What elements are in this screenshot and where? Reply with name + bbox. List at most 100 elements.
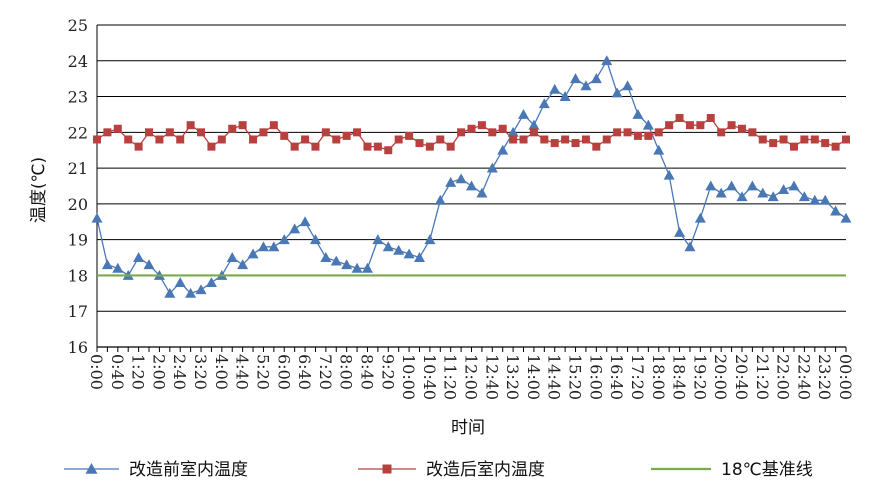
x-tick-label: 23:20 — [815, 354, 834, 400]
y-tick-label: 21 — [68, 159, 88, 178]
data-point — [519, 135, 528, 144]
data-point — [143, 259, 155, 270]
data-point — [394, 135, 403, 144]
data-point — [736, 191, 748, 202]
data-point — [226, 252, 238, 262]
data-point — [507, 126, 519, 137]
data-point — [518, 108, 530, 119]
data-point — [674, 227, 686, 237]
data-point — [405, 131, 414, 140]
x-tick-label: 18:00 — [649, 354, 668, 400]
legend-marker — [382, 464, 392, 474]
data-point — [207, 142, 216, 151]
data-point — [278, 234, 290, 245]
data-point — [602, 135, 611, 144]
data-point — [309, 234, 321, 245]
y-tick-label: 17 — [68, 302, 88, 321]
x-tick-label: 20:40 — [732, 354, 751, 400]
x-tick-label: 5:20 — [253, 354, 272, 390]
data-point — [93, 135, 101, 144]
data-point — [363, 142, 372, 151]
data-point — [737, 124, 746, 133]
x-tick-label: 0:00 — [87, 354, 106, 390]
x-tick-label: 2:40 — [170, 354, 189, 390]
data-point — [769, 139, 778, 148]
data-point — [696, 121, 705, 130]
data-point — [758, 135, 767, 144]
x-tick-label: 9:20 — [378, 354, 397, 390]
x-tick-label: 12:40 — [482, 354, 501, 400]
data-point — [403, 248, 415, 259]
legend-item: 改造前室内温度 — [64, 460, 248, 480]
y-tick-label: 25 — [68, 16, 88, 35]
y-axis-ticks: 16 17 18 19 20 21 22 23 24 25 — [68, 16, 88, 357]
x-tick-label: 16:40 — [607, 354, 626, 400]
y-tick-label: 16 — [68, 338, 88, 357]
data-point — [341, 259, 353, 270]
x-tick-label: 1:20 — [129, 354, 148, 390]
data-point — [332, 135, 341, 144]
y-axis-title: 温度(℃) — [29, 157, 49, 223]
data-point — [694, 212, 706, 223]
x-tick-label: 3:20 — [191, 354, 210, 390]
data-point — [361, 262, 373, 273]
data-point — [665, 121, 674, 130]
data-point — [195, 284, 207, 295]
x-axis-title: 时间 — [451, 418, 485, 438]
data-point — [247, 248, 259, 259]
x-tick-label: 8:00 — [337, 354, 356, 390]
data-point — [840, 212, 852, 223]
data-point — [174, 277, 186, 287]
x-tick-label: 16:00 — [586, 354, 605, 400]
x-tick-label: 15:20 — [566, 354, 585, 400]
data-point — [446, 142, 455, 151]
data-point — [540, 135, 549, 144]
y-tick-label: 23 — [68, 88, 88, 107]
x-tick-label: 18:40 — [670, 354, 689, 400]
data-point — [321, 128, 330, 137]
data-point — [455, 173, 467, 184]
data-point — [124, 135, 133, 144]
y-tick-label: 22 — [68, 123, 88, 142]
x-tick-label: 6:00 — [274, 354, 293, 390]
data-point — [155, 135, 164, 144]
data-point — [164, 287, 176, 298]
x-tick-label: 10:40 — [420, 354, 439, 400]
y-tick-label: 19 — [68, 231, 88, 250]
data-point — [746, 180, 758, 191]
data-point — [91, 212, 103, 223]
data-point — [445, 176, 457, 187]
legend-item: 改造后室内温度 — [358, 460, 545, 480]
data-point — [476, 187, 488, 198]
data-point — [509, 135, 518, 144]
x-tick-label: 17:20 — [628, 354, 647, 400]
data-point — [488, 128, 497, 137]
data-point — [497, 144, 509, 155]
data-point — [559, 91, 571, 101]
data-point — [778, 184, 790, 194]
data-point — [757, 187, 769, 198]
data-point — [590, 73, 602, 84]
data-point — [467, 124, 476, 133]
data-point — [466, 180, 477, 191]
data-point — [457, 128, 466, 137]
data-point — [810, 135, 819, 144]
data-point — [330, 255, 342, 266]
data-point — [301, 135, 310, 144]
x-tick-label: 12:00 — [462, 354, 481, 400]
data-point — [197, 128, 206, 137]
x-axis-ticks: 0:00 0:40 1:20 2:00 2:40 3:20 4:00 4:40 5:20 6:00… — [87, 354, 855, 400]
data-point — [372, 234, 384, 245]
data-point — [311, 142, 320, 151]
data-point — [237, 259, 249, 270]
x-tick-label: 14:00 — [524, 354, 543, 400]
x-tick-label: 6:40 — [295, 354, 314, 390]
data-point — [176, 135, 185, 144]
data-point — [613, 128, 622, 137]
legend: 改造前室内温度 改造后室内温度 18℃基准线 — [64, 460, 813, 480]
data-point — [205, 277, 217, 287]
x-tick-label: 11:20 — [441, 354, 460, 400]
x-tick-label: 2:00 — [149, 354, 168, 390]
data-point — [717, 128, 726, 137]
data-point — [249, 135, 258, 144]
